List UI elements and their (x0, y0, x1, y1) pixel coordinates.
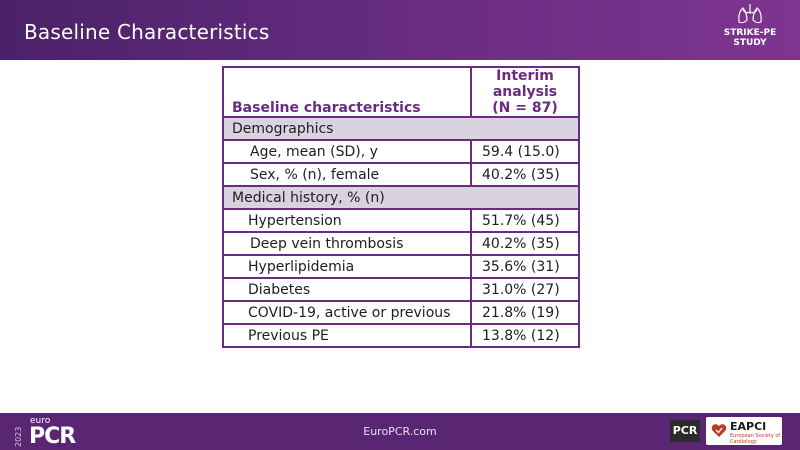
row-value: 21.8% (19) (470, 300, 580, 325)
row-label: Hypertension (222, 208, 472, 233)
table-row: Hypertension 51.7% (45) (222, 208, 580, 233)
table-row: Previous PE 13.8% (12) (222, 323, 580, 348)
baseline-table: Baseline characteristics Interim analysi… (222, 66, 580, 348)
row-label: Diabetes (222, 277, 472, 302)
pcr-badge-logo: PCR (670, 420, 700, 442)
row-label: Previous PE (222, 323, 472, 348)
row-label: Age, mean (SD), y (222, 139, 472, 164)
eapci-sub-label: European Society of Cardiology (730, 433, 781, 445)
logo-euro: euro (30, 416, 51, 426)
header-value-line1: Interim (496, 68, 554, 84)
slide-title: Baseline Characteristics (24, 20, 270, 44)
row-value: 59.4 (15.0) (470, 139, 580, 164)
eapci-label: EAPCI (730, 420, 767, 433)
table-row: Sex, % (n), female 40.2% (35) (222, 162, 580, 187)
slide-footer: 2023 euro PCR EuroPCR.com PCR EAPCI Euro… (0, 413, 800, 450)
table-row-section: Medical history, % (n) (222, 185, 580, 210)
row-value: 40.2% (35) (470, 231, 580, 256)
section-label: Medical history, % (n) (222, 185, 580, 210)
table-header-row: Baseline characteristics Interim analysi… (222, 66, 580, 118)
table-row: Age, mean (SD), y 59.4 (15.0) (222, 139, 580, 164)
lungs-icon (738, 4, 762, 24)
row-label: Sex, % (n), female (222, 162, 472, 187)
slide-header: Baseline Characteristics STRIKE-PE STUDY (0, 0, 800, 60)
row-value: 31.0% (27) (470, 277, 580, 302)
row-label: Hyperlipidemia (222, 254, 472, 279)
footer-url[interactable]: EuroPCR.com (363, 425, 437, 438)
header-value-line2: analysis (492, 84, 558, 100)
logo-pcr: PCR (29, 424, 76, 449)
header-value: Interim analysis (N = 87) (470, 66, 580, 118)
row-value: 35.6% (31) (470, 254, 580, 279)
table-row: Deep vein thrombosis 40.2% (35) (222, 231, 580, 256)
table-row: Hyperlipidemia 35.6% (31) (222, 254, 580, 279)
table-row-section: Demographics (222, 116, 580, 141)
row-value: 51.7% (45) (470, 208, 580, 233)
row-value: 13.8% (12) (470, 323, 580, 348)
heart-icon (711, 424, 727, 437)
eapci-badge-logo: EAPCI European Society of Cardiology (706, 417, 782, 445)
header-value-line3: (N = 87) (492, 100, 558, 116)
europcr-logo: 2023 euro PCR (14, 415, 94, 449)
strike-pe-logo: STRIKE-PE STUDY (720, 2, 780, 58)
section-label: Demographics (222, 116, 580, 141)
table-row: Diabetes 31.0% (27) (222, 277, 580, 302)
logo-line1: STRIKE-PE (723, 28, 777, 38)
logo-line2: STUDY (733, 38, 767, 48)
header-label: Baseline characteristics (222, 66, 472, 118)
row-label: COVID-19, active or previous (222, 300, 472, 325)
table-row: COVID-19, active or previous 21.8% (19) (222, 300, 580, 325)
row-value: 40.2% (35) (470, 162, 580, 187)
row-label: Deep vein thrombosis (222, 231, 472, 256)
